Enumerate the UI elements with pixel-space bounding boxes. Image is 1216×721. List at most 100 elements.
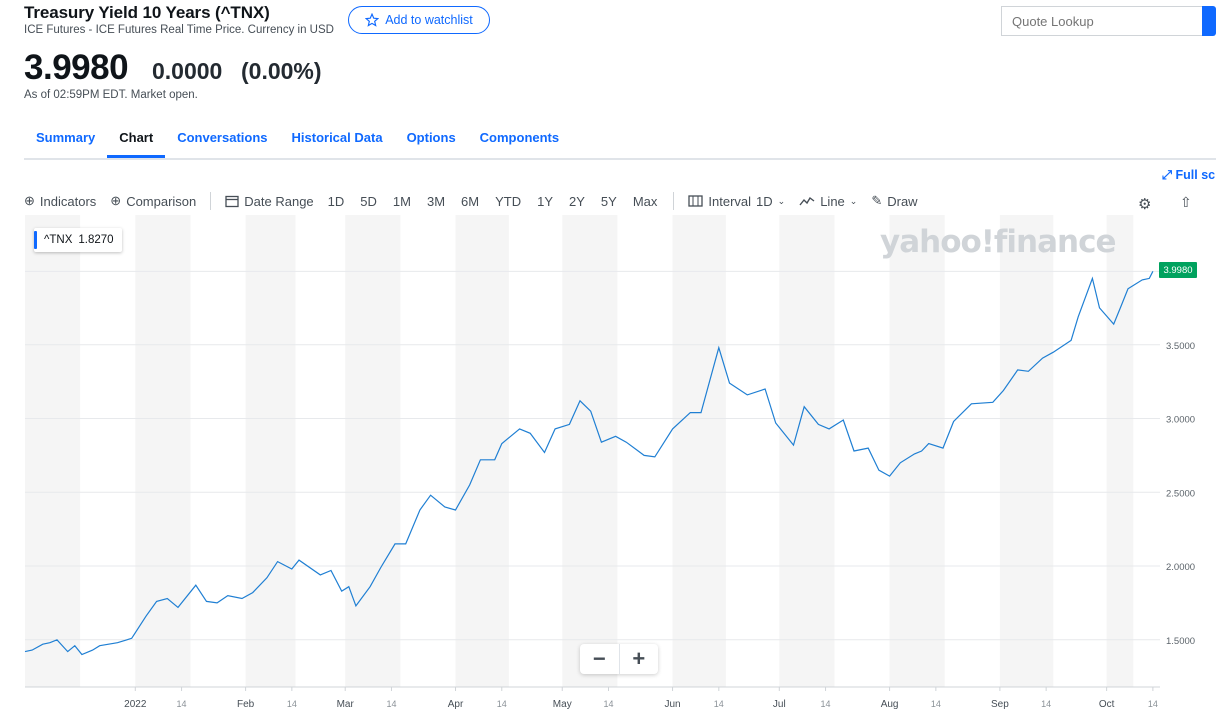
- month-band: [562, 215, 618, 687]
- chevron-down-icon: ⌄: [777, 195, 786, 206]
- y-tick-label: 3.0000: [1166, 415, 1195, 426]
- tab-conversations[interactable]: Conversations: [177, 130, 268, 145]
- expand-icon: ⤢: [1162, 168, 1173, 182]
- quote-timestamp: As of 02:59PM EDT. Market open.: [24, 89, 198, 101]
- x-tick-label: 14: [386, 699, 396, 709]
- comparison-label: Comparison: [126, 193, 197, 209]
- month-band: [1106, 215, 1134, 687]
- y-tick-label: 2.0000: [1166, 562, 1195, 573]
- draw-label: Draw: [887, 193, 918, 209]
- tab-summary[interactable]: Summary: [36, 130, 96, 145]
- yahoo-finance-watermark: yahoo!finance: [880, 224, 1116, 260]
- add-to-watchlist-label: Add to watchlist: [385, 13, 473, 27]
- add-to-watchlist-button[interactable]: Add to watchlist: [348, 6, 490, 34]
- tooltip-symbol: ^TNX: [44, 234, 73, 246]
- interval-label: Interval: [708, 193, 752, 209]
- range-2y[interactable]: 2Y: [569, 193, 585, 209]
- share-icon[interactable]: ⇧: [1180, 194, 1192, 210]
- search-button[interactable]: [1202, 6, 1216, 36]
- range-1d[interactable]: 1D: [327, 193, 345, 209]
- x-tick-label: 14: [177, 699, 187, 709]
- x-tick-label: 14: [1148, 699, 1158, 709]
- candle-icon: [688, 195, 704, 207]
- x-tick-label: May: [553, 699, 572, 710]
- toolbar-divider: [210, 192, 212, 210]
- month-band: [889, 215, 945, 687]
- x-tick-label: Jun: [664, 699, 680, 710]
- month-band: [779, 215, 835, 687]
- date-range-button[interactable]: Date Range: [225, 193, 314, 209]
- zoom-in-button[interactable]: +: [632, 646, 646, 671]
- x-tick-label: 2022: [124, 699, 147, 710]
- zoom-controls: − +: [580, 644, 658, 674]
- price-change: 0.0000: [152, 58, 223, 84]
- x-tick-label: Apr: [448, 699, 464, 710]
- y-tick-label: 2.5000: [1166, 488, 1195, 499]
- range-1m[interactable]: 1M: [392, 193, 411, 209]
- price-chart[interactable]: 1.5000 2.0000 2.5000 3.0000 3.5000 2022 14 Feb…: [0, 215, 1216, 721]
- range-max[interactable]: Max: [632, 193, 658, 209]
- range-1y[interactable]: 1Y: [537, 193, 554, 209]
- gear-icon[interactable]: ⚙: [1138, 196, 1152, 213]
- x-tick-label: 14: [287, 699, 297, 709]
- range-5d[interactable]: 5D: [360, 193, 377, 209]
- fullscreen-button[interactable]: ⤢ Full sc: [1162, 168, 1215, 183]
- tab-chart[interactable]: Chart: [107, 124, 166, 158]
- toolbar-divider: [673, 192, 675, 210]
- range-3m[interactable]: 3M: [426, 193, 446, 209]
- month-band: [245, 215, 296, 687]
- draw-button[interactable]: ✎ Draw: [871, 193, 917, 209]
- tabs-divider: [24, 158, 1216, 160]
- x-tick-label: Aug: [881, 699, 899, 710]
- chart-toolbar: ⊕ Indicators ⊕ Comparison Date Range 1D …: [24, 190, 932, 212]
- calendar-icon: [225, 195, 239, 208]
- range-5y[interactable]: 5Y: [600, 193, 617, 209]
- fullscreen-label: Full sc: [1175, 168, 1216, 182]
- x-tick-label: Sep: [991, 699, 1009, 710]
- month-band: [455, 215, 509, 687]
- month-band: [135, 215, 191, 687]
- range-6m[interactable]: 6M: [461, 193, 480, 209]
- x-tick-label: Mar: [337, 699, 355, 710]
- tab-historical-data[interactable]: Historical Data: [291, 130, 383, 145]
- last-value-badge: 3.9980: [1159, 262, 1197, 278]
- tab-options[interactable]: Options: [406, 130, 456, 145]
- y-tick-label: 1.5000: [1166, 636, 1195, 647]
- plus-circle-icon: ⊕: [24, 193, 35, 208]
- month-band: [999, 215, 1054, 687]
- price-value: 3.9980: [24, 48, 129, 87]
- quote-tabs: Summary Chart Conversations Historical D…: [24, 124, 571, 158]
- line-chart-icon: [799, 196, 815, 206]
- indicators-label: Indicators: [39, 193, 97, 209]
- series-tooltip: ^TNX 1.8270: [34, 228, 122, 252]
- chevron-down-icon: ⌄: [849, 195, 858, 206]
- date-range-label: Date Range: [244, 193, 314, 209]
- page-subtitle: ICE Futures - ICE Futures Real Time Pric…: [24, 24, 334, 36]
- month-band: [672, 215, 726, 687]
- chart-type-label: Line: [820, 193, 845, 209]
- price-line: [24, 271, 1154, 656]
- x-tick-label: 14: [604, 699, 614, 709]
- chart-type-button[interactable]: Line ⌄: [799, 194, 857, 209]
- y-tick-label: 3.5000: [1166, 341, 1195, 352]
- star-icon: [365, 13, 380, 27]
- month-band: [345, 215, 401, 687]
- zoom-out-button[interactable]: −: [580, 644, 620, 674]
- indicators-button[interactable]: ⊕ Indicators: [24, 193, 96, 209]
- interval-button[interactable]: Interval 1D ⌄: [688, 194, 785, 209]
- x-tick-label: 14: [714, 699, 724, 709]
- x-tick-label: 14: [497, 699, 507, 709]
- pencil-icon: ✎: [871, 193, 883, 208]
- x-tick-label: Jul: [773, 699, 786, 710]
- interval-value: 1D: [756, 193, 773, 209]
- tooltip-value: 1.8270: [78, 234, 114, 246]
- month-band: [25, 215, 81, 687]
- price-change-percent: (0.00%): [241, 58, 322, 84]
- comparison-button[interactable]: ⊕ Comparison: [110, 193, 196, 209]
- plus-circle-icon: ⊕: [110, 193, 122, 208]
- range-ytd[interactable]: YTD: [495, 193, 522, 209]
- page-title: Treasury Yield 10 Years (^TNX): [24, 3, 270, 22]
- x-tick-label: 14: [1041, 699, 1051, 709]
- tab-components[interactable]: Components: [479, 130, 560, 145]
- quote-lookup-input[interactable]: [1001, 6, 1206, 36]
